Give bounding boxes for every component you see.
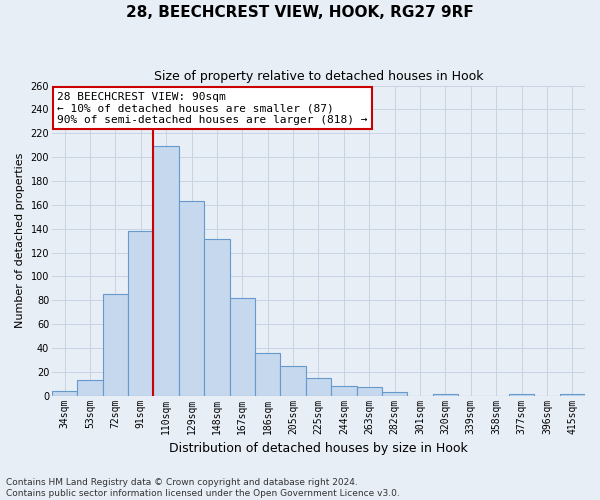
Y-axis label: Number of detached properties: Number of detached properties bbox=[15, 153, 25, 328]
Bar bbox=[204, 240, 230, 396]
Bar bbox=[255, 352, 280, 396]
Text: Contains HM Land Registry data © Crown copyright and database right 2024.
Contai: Contains HM Land Registry data © Crown c… bbox=[6, 478, 400, 498]
Bar bbox=[433, 394, 458, 396]
Bar bbox=[280, 366, 306, 396]
Bar bbox=[382, 392, 407, 396]
Bar bbox=[128, 231, 154, 396]
Bar bbox=[179, 201, 204, 396]
Title: Size of property relative to detached houses in Hook: Size of property relative to detached ho… bbox=[154, 70, 483, 83]
Bar bbox=[103, 294, 128, 396]
Bar bbox=[230, 298, 255, 396]
Bar bbox=[52, 391, 77, 396]
Bar bbox=[356, 388, 382, 396]
Bar bbox=[306, 378, 331, 396]
Bar bbox=[331, 386, 356, 396]
Bar bbox=[560, 394, 585, 396]
Bar bbox=[509, 394, 534, 396]
Text: 28, BEECHCREST VIEW, HOOK, RG27 9RF: 28, BEECHCREST VIEW, HOOK, RG27 9RF bbox=[126, 5, 474, 20]
Bar bbox=[154, 146, 179, 396]
Text: 28 BEECHCREST VIEW: 90sqm
← 10% of detached houses are smaller (87)
90% of semi-: 28 BEECHCREST VIEW: 90sqm ← 10% of detac… bbox=[57, 92, 368, 125]
Bar bbox=[77, 380, 103, 396]
X-axis label: Distribution of detached houses by size in Hook: Distribution of detached houses by size … bbox=[169, 442, 468, 455]
